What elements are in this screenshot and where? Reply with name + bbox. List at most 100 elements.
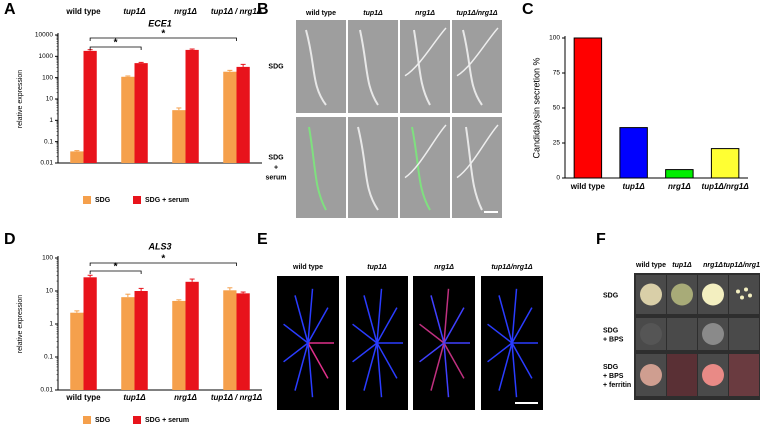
y-tick-label: 10 bbox=[46, 96, 54, 103]
micrograph bbox=[348, 20, 398, 113]
hypha bbox=[511, 342, 518, 398]
legend-swatch bbox=[133, 416, 141, 424]
hypha bbox=[404, 124, 447, 179]
error-bar bbox=[189, 278, 195, 282]
hypha bbox=[443, 288, 450, 344]
hypha bbox=[511, 307, 533, 344]
error-bar bbox=[74, 310, 80, 313]
legend-swatch bbox=[83, 196, 91, 204]
colony bbox=[640, 283, 662, 306]
panel-label: A bbox=[4, 1, 16, 18]
error-bar bbox=[176, 299, 182, 301]
hypha bbox=[307, 288, 314, 344]
panel-label: F bbox=[596, 231, 606, 248]
hypha bbox=[307, 307, 329, 344]
row-label: SDG bbox=[268, 63, 284, 70]
column-label: nrg1Δ bbox=[703, 262, 723, 269]
hypha bbox=[462, 29, 483, 106]
hypha bbox=[363, 342, 378, 391]
y-tick-label: 1000 bbox=[39, 53, 54, 60]
y-tick-label: 25 bbox=[553, 140, 561, 147]
hypha bbox=[357, 126, 379, 211]
bar bbox=[236, 293, 250, 390]
well bbox=[729, 318, 759, 350]
well-tint bbox=[729, 354, 759, 396]
row-label: serum bbox=[265, 174, 286, 181]
hypha bbox=[376, 307, 398, 344]
hypha bbox=[376, 342, 383, 398]
x-tick-label: tup1Δ / nrg1Δ bbox=[211, 7, 263, 16]
bar bbox=[70, 151, 84, 163]
bar bbox=[665, 169, 694, 179]
error-bar bbox=[240, 63, 246, 67]
y-tick-label: 75 bbox=[553, 70, 561, 77]
y-tick-label: 100 bbox=[42, 255, 53, 262]
panel-label: E bbox=[257, 231, 268, 248]
column-label: tup1Δ/nrg1Δ bbox=[491, 264, 533, 271]
y-tick-label: 0 bbox=[556, 175, 560, 182]
well bbox=[667, 318, 697, 350]
error-bar bbox=[138, 61, 144, 64]
column-label: tup1Δ bbox=[367, 264, 387, 271]
error-bar bbox=[227, 287, 233, 291]
y-tick-label: 10 bbox=[46, 288, 54, 295]
colony bbox=[740, 295, 744, 300]
error-bar bbox=[74, 150, 80, 152]
significance-bracket bbox=[89, 262, 237, 266]
error-bar bbox=[125, 75, 131, 77]
legend-label: SDG bbox=[95, 197, 111, 204]
x-tick-label: wild type bbox=[65, 7, 101, 16]
x-tick-label: tup1Δ bbox=[123, 7, 146, 16]
error-bar bbox=[87, 274, 93, 278]
hypha bbox=[419, 323, 445, 344]
column-label: tup1Δ/nrg1Δ bbox=[456, 10, 498, 17]
x-tick-label: tup1Δ bbox=[622, 182, 645, 191]
column-label: wild type bbox=[292, 264, 323, 271]
bar bbox=[223, 71, 237, 163]
colony bbox=[640, 364, 662, 386]
hypha bbox=[413, 29, 431, 106]
hypha bbox=[359, 29, 379, 106]
row-label: SDG bbox=[603, 364, 619, 371]
column-label: nrg1Δ bbox=[415, 10, 435, 17]
y-tick-label: 1 bbox=[49, 117, 53, 124]
error-bar bbox=[125, 293, 131, 298]
y-axis-label: relative expression bbox=[17, 70, 24, 128]
y-axis-label: Candidalysin secretion % bbox=[531, 57, 541, 158]
column-label: wild type bbox=[635, 262, 666, 269]
bar bbox=[134, 291, 148, 390]
hypha bbox=[498, 342, 513, 391]
y-tick-label: 0.1 bbox=[44, 354, 53, 361]
hypha bbox=[283, 342, 309, 363]
y-axis-label: relative expression bbox=[17, 295, 24, 353]
hypha bbox=[511, 342, 533, 379]
micrograph bbox=[296, 117, 346, 218]
colony bbox=[702, 364, 724, 386]
x-tick-label: tup1Δ/nrg1Δ bbox=[702, 182, 750, 191]
hypha bbox=[363, 295, 378, 344]
colony bbox=[736, 289, 740, 294]
bar bbox=[185, 49, 199, 163]
panel-label: B bbox=[257, 1, 269, 18]
x-tick-label: tup1Δ / nrg1Δ bbox=[211, 393, 263, 402]
colony bbox=[744, 287, 748, 292]
hypha bbox=[307, 342, 329, 379]
x-tick-label: tup1Δ bbox=[123, 393, 146, 402]
bar bbox=[172, 110, 186, 163]
significance-bracket bbox=[89, 270, 142, 274]
hypha bbox=[294, 342, 309, 391]
hypha bbox=[283, 323, 309, 344]
legend-swatch bbox=[83, 416, 91, 424]
legend-swatch bbox=[133, 196, 141, 204]
hypha bbox=[305, 29, 327, 106]
x-tick-label: nrg1Δ bbox=[174, 393, 197, 402]
row-label: SDG bbox=[603, 292, 619, 299]
hypha bbox=[307, 342, 314, 398]
well bbox=[729, 275, 759, 314]
error-bar bbox=[227, 69, 233, 72]
row-label: SDG bbox=[603, 327, 619, 334]
hypha bbox=[456, 27, 499, 77]
y-tick-label: 50 bbox=[553, 105, 561, 112]
significance-bracket bbox=[89, 37, 237, 41]
